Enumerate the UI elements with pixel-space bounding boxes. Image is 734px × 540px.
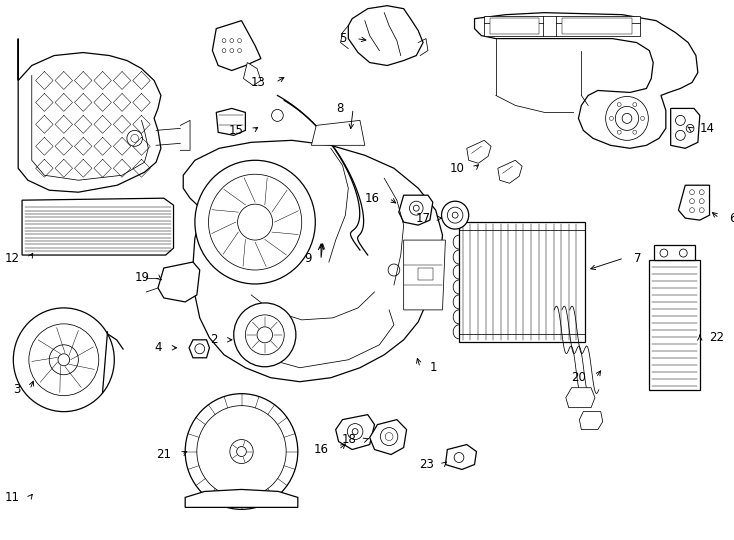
Polygon shape [184, 140, 443, 382]
Text: 13: 13 [251, 76, 266, 89]
Polygon shape [404, 240, 446, 310]
Polygon shape [311, 120, 365, 145]
Bar [490, 18, 539, 33]
Polygon shape [370, 420, 407, 455]
Text: 11: 11 [5, 491, 20, 504]
Text: 5: 5 [339, 32, 346, 45]
Polygon shape [475, 12, 698, 148]
Text: 22: 22 [710, 332, 724, 345]
Polygon shape [467, 140, 491, 163]
Polygon shape [498, 160, 522, 183]
Polygon shape [189, 340, 209, 358]
Bar [654, 245, 695, 260]
Polygon shape [678, 185, 710, 220]
Text: 20: 20 [571, 371, 586, 384]
Text: 4: 4 [154, 341, 162, 354]
Text: 8: 8 [336, 102, 344, 115]
Text: 16: 16 [364, 192, 379, 205]
Bar [418, 268, 433, 280]
Text: 14: 14 [700, 122, 715, 135]
Text: 15: 15 [228, 124, 244, 137]
Polygon shape [349, 6, 423, 65]
Text: 2: 2 [210, 333, 217, 346]
Circle shape [442, 201, 469, 229]
Text: 10: 10 [450, 162, 465, 175]
Bar [650, 260, 700, 390]
Polygon shape [244, 63, 261, 85]
Circle shape [195, 160, 316, 284]
Text: 16: 16 [314, 443, 329, 456]
Polygon shape [579, 411, 603, 430]
Text: 9: 9 [304, 252, 311, 265]
Text: 1: 1 [430, 361, 437, 374]
Polygon shape [399, 195, 433, 225]
Polygon shape [212, 21, 261, 71]
Text: 12: 12 [5, 252, 20, 265]
Bar [562, 18, 632, 33]
Bar [484, 16, 639, 36]
Bar [459, 222, 585, 342]
Polygon shape [22, 198, 173, 255]
Polygon shape [566, 388, 595, 408]
Polygon shape [217, 109, 245, 136]
Circle shape [13, 308, 115, 411]
Text: 23: 23 [419, 458, 434, 471]
Polygon shape [446, 444, 476, 469]
Circle shape [233, 303, 296, 367]
Text: 7: 7 [633, 252, 642, 265]
Text: 17: 17 [416, 212, 431, 225]
Text: 19: 19 [134, 272, 149, 285]
Polygon shape [671, 109, 700, 148]
Text: 21: 21 [156, 448, 172, 461]
Polygon shape [18, 38, 161, 192]
Polygon shape [335, 415, 374, 449]
Polygon shape [185, 489, 298, 508]
Text: 3: 3 [12, 383, 20, 396]
Polygon shape [158, 262, 200, 302]
Text: 6: 6 [729, 212, 734, 225]
Text: 18: 18 [341, 433, 356, 446]
Circle shape [185, 394, 298, 509]
